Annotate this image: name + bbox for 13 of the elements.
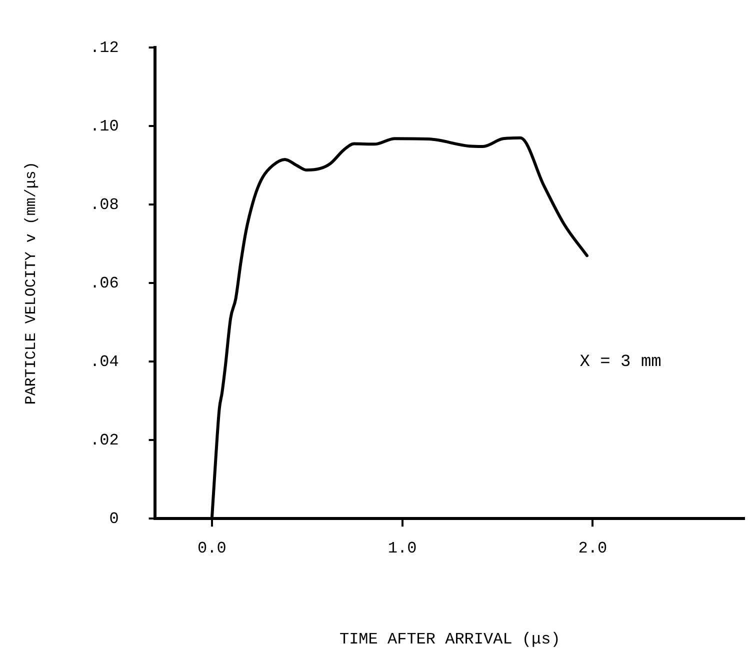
y-tick-label: 0 bbox=[109, 510, 119, 528]
y-axis-title: PARTICLE VELOCITY v (mm/μs) bbox=[22, 162, 40, 405]
y-tick-label: .12 bbox=[90, 38, 119, 57]
x-tick-label: 1.0 bbox=[388, 539, 417, 558]
x-axis-title: TIME AFTER ARRIVAL (μs) bbox=[339, 630, 560, 649]
x-tick-label: 2.0 bbox=[578, 539, 608, 558]
x-tick-label: 0.0 bbox=[198, 539, 226, 558]
y-tick-label: .02 bbox=[90, 431, 119, 450]
y-tick-label: .04 bbox=[90, 352, 119, 371]
y-tick-label: .10 bbox=[90, 117, 119, 136]
annotation: X = 3 mm bbox=[580, 353, 662, 372]
y-tick-label: .06 bbox=[90, 274, 119, 292]
y-tick-label: .08 bbox=[90, 196, 119, 214]
